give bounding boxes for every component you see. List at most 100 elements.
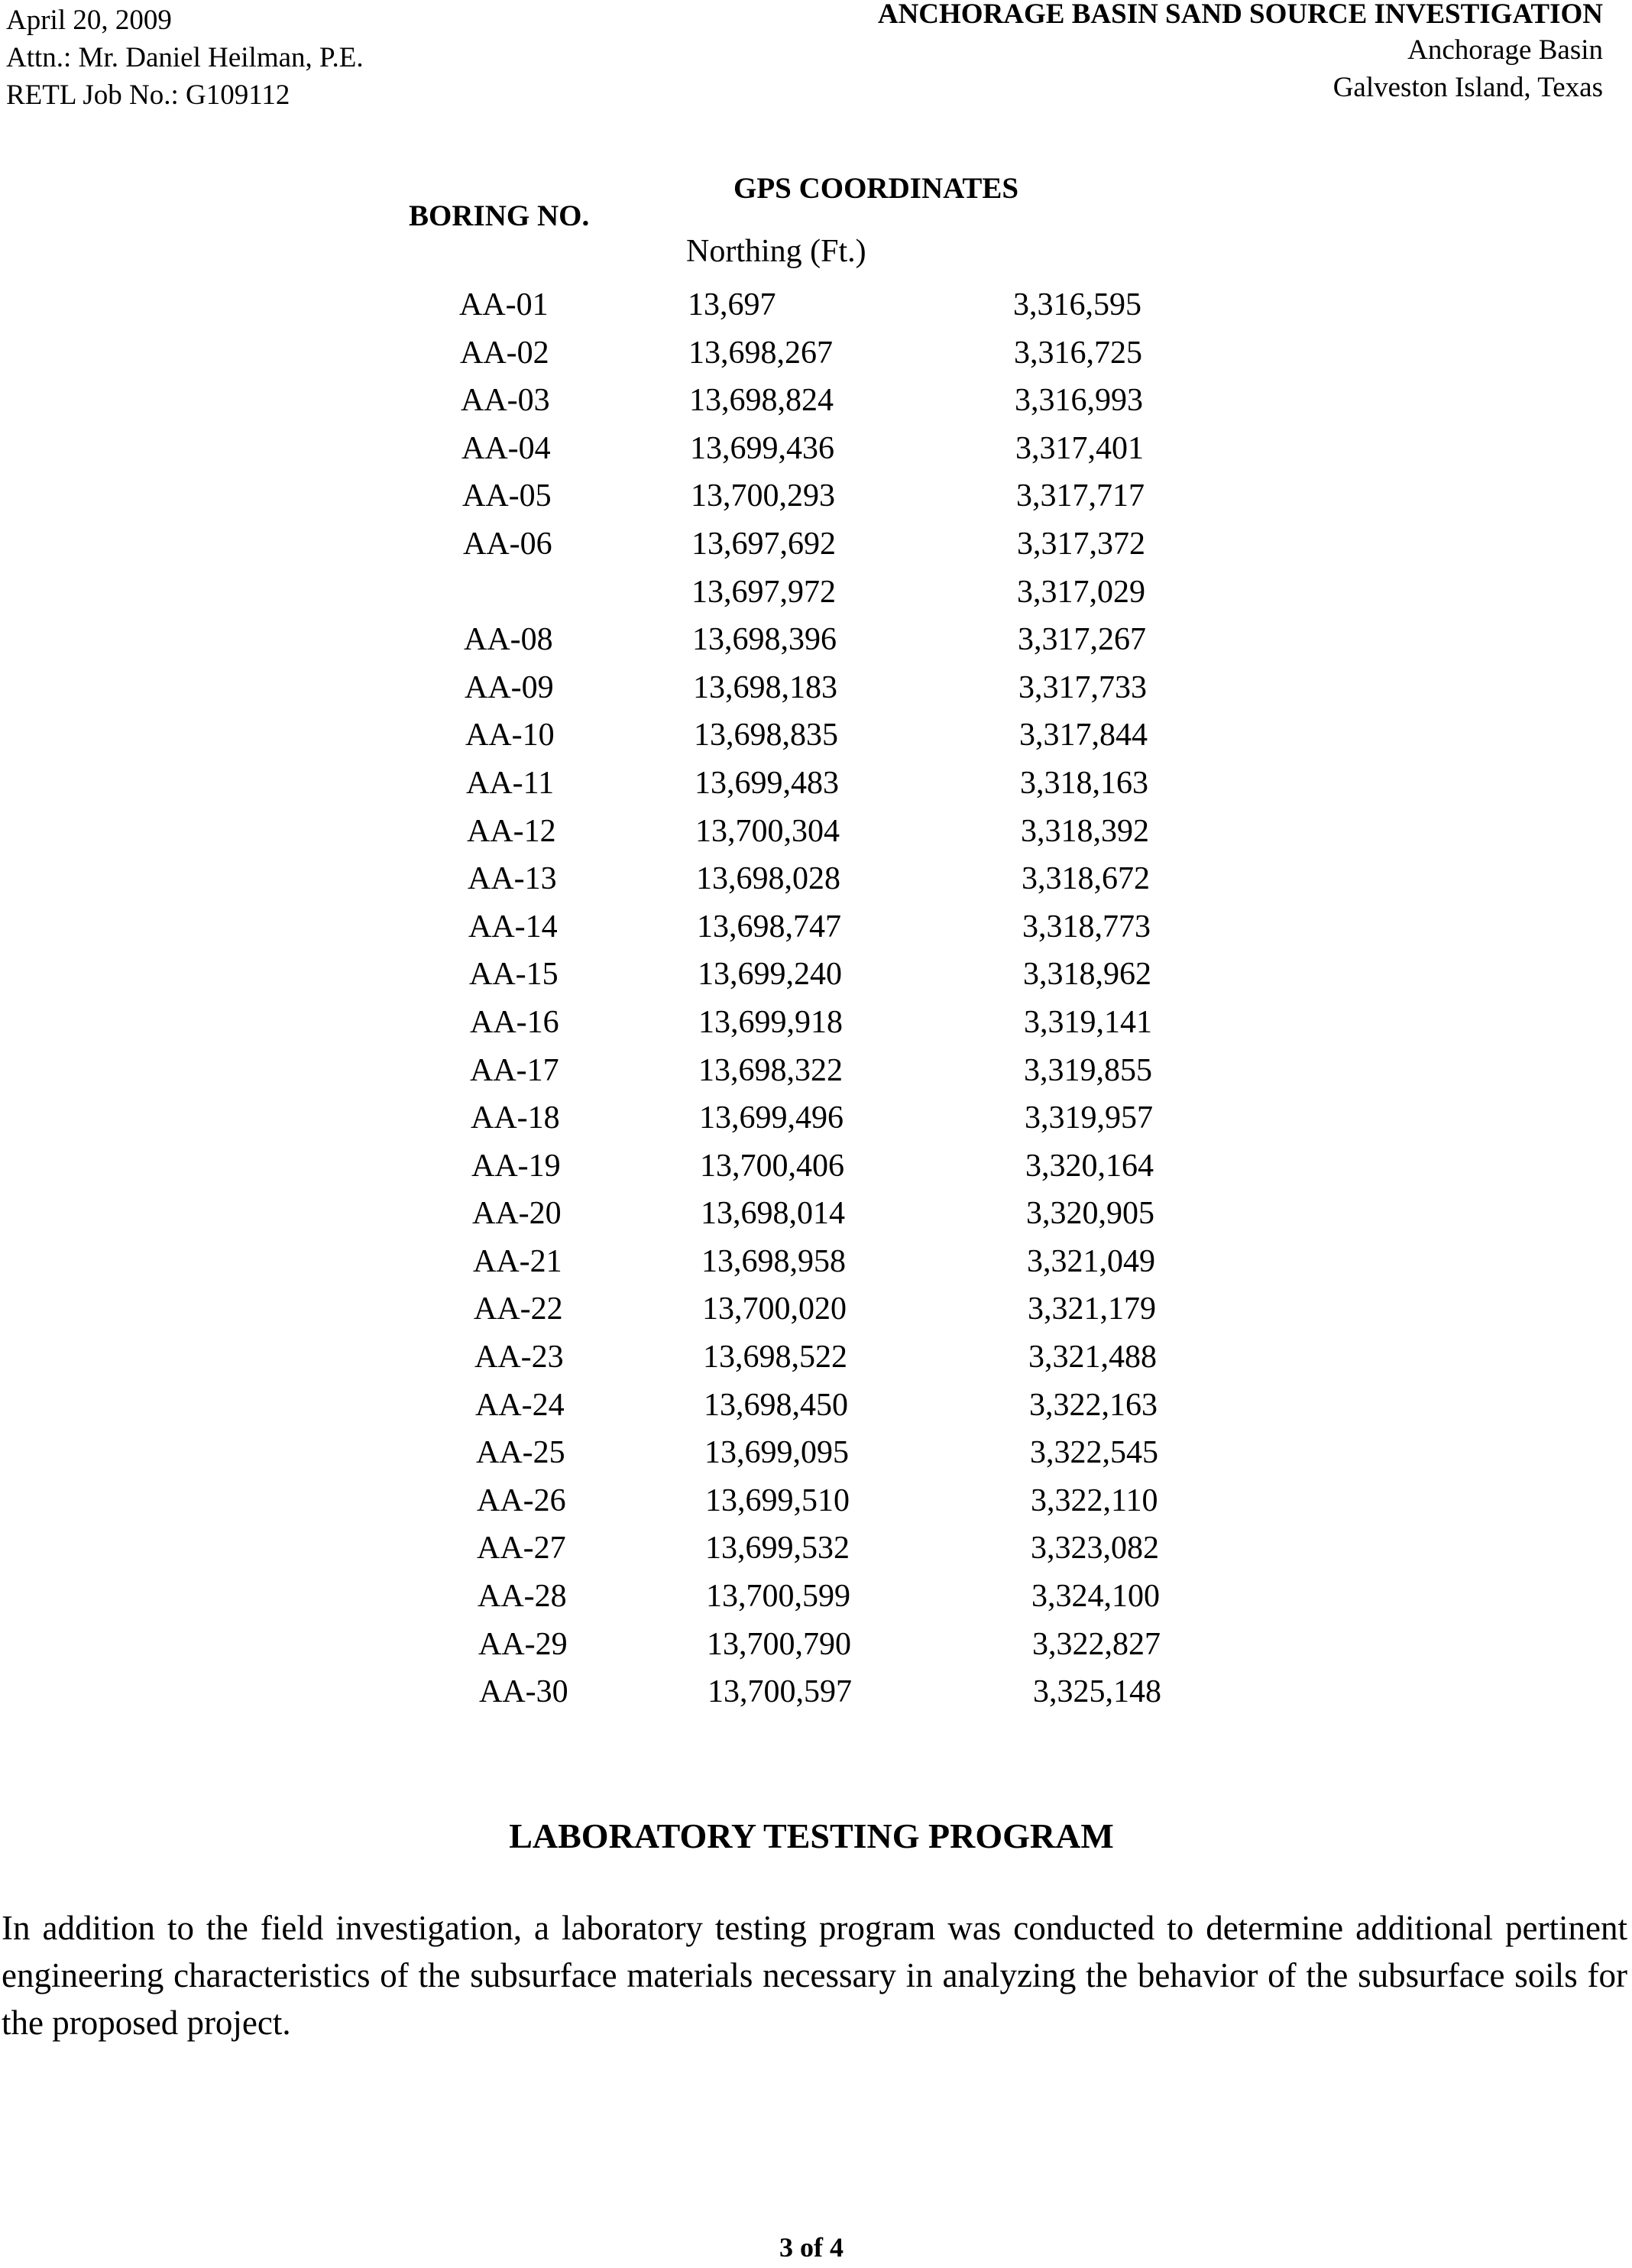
northing-cell: 13,697,972 bbox=[691, 574, 836, 610]
table-row: AA-14 13,698,747 3,318,773 bbox=[0, 903, 1632, 951]
easting-cell: 3,321,488 bbox=[1028, 1340, 1157, 1375]
table-row: AA-12 13,700,304 3,318,392 bbox=[0, 808, 1632, 856]
easting-cell: 3,322,545 bbox=[1030, 1435, 1158, 1471]
table-row: AA-05 13,700,293 3,317,717 bbox=[0, 472, 1632, 520]
easting-cell: 3,318,672 bbox=[1022, 861, 1150, 897]
boring-no-cell: AA-17 bbox=[470, 1052, 559, 1088]
header-city: Galveston Island, Texas bbox=[1332, 72, 1603, 103]
northing-cell: 13,698,396 bbox=[692, 622, 837, 658]
easting-cell: 3,316,993 bbox=[1015, 383, 1143, 419]
northing-cell: 13,698,183 bbox=[693, 669, 837, 705]
northing-cell: 13,699,496 bbox=[699, 1100, 844, 1136]
northing-cell: 13,700,790 bbox=[707, 1626, 851, 1662]
easting-cell: 3,324,100 bbox=[1031, 1579, 1160, 1615]
table-row: AA-25 13,699,095 3,322,545 bbox=[0, 1429, 1632, 1477]
table-row: AA-30 13,700,597 3,325,148 bbox=[0, 1668, 1632, 1716]
table-row: AA-20 13,698,014 3,320,905 bbox=[0, 1190, 1632, 1238]
northing-cell: 13,697,692 bbox=[691, 526, 836, 562]
northing-cell: 13,700,599 bbox=[706, 1579, 850, 1615]
boring-no-cell: AA-26 bbox=[477, 1482, 566, 1518]
easting-cell: 3,319,957 bbox=[1025, 1100, 1153, 1136]
table-row: 13,697,972 3,317,029 bbox=[0, 569, 1632, 617]
boring-no-cell: AA-29 bbox=[478, 1626, 568, 1662]
easting-cell: 3,323,082 bbox=[1031, 1531, 1159, 1567]
boring-no-cell: AA-18 bbox=[471, 1100, 560, 1136]
northing-header: Northing (Ft.) bbox=[686, 234, 866, 269]
table-row: AA-10 13,698,835 3,317,844 bbox=[0, 711, 1632, 760]
northing-cell: 13,700,293 bbox=[691, 478, 835, 514]
northing-cell: 13,700,597 bbox=[708, 1674, 852, 1710]
northing-cell: 13,697 bbox=[688, 287, 776, 322]
northing-cell: 13,699,918 bbox=[698, 1004, 843, 1040]
boring-no-cell: AA-27 bbox=[477, 1531, 566, 1567]
northing-cell: 13,698,267 bbox=[688, 335, 833, 371]
northing-cell: 13,700,406 bbox=[700, 1148, 844, 1184]
boring-no-cell: AA-09 bbox=[465, 669, 554, 705]
boring-no-cell: AA-04 bbox=[461, 430, 551, 466]
table-row: AA-06 13,697,692 3,317,372 bbox=[0, 520, 1632, 569]
northing-cell: 13,699,510 bbox=[705, 1482, 850, 1518]
northing-cell: 13,698,824 bbox=[689, 383, 834, 419]
easting-cell: 3,320,164 bbox=[1025, 1148, 1154, 1184]
northing-cell: 13,700,020 bbox=[702, 1291, 847, 1327]
header-location: Anchorage Basin bbox=[1407, 34, 1603, 66]
easting-cell: 3,319,141 bbox=[1024, 1004, 1152, 1040]
northing-cell: 13,699,436 bbox=[690, 430, 834, 466]
easting-cell: 3,318,392 bbox=[1021, 813, 1149, 849]
table-row: AA-16 13,699,918 3,319,141 bbox=[0, 999, 1632, 1047]
northing-cell: 13,699,532 bbox=[705, 1531, 850, 1567]
northing-cell: 13,698,322 bbox=[698, 1052, 843, 1088]
table-row: AA-26 13,699,510 3,322,110 bbox=[0, 1477, 1632, 1525]
table-row: AA-27 13,699,532 3,323,082 bbox=[0, 1524, 1632, 1573]
boring-no-cell: AA-22 bbox=[474, 1291, 563, 1327]
table-row: AA-19 13,700,406 3,320,164 bbox=[0, 1142, 1632, 1191]
easting-cell: 3,317,029 bbox=[1017, 574, 1145, 610]
boring-no-cell: AA-20 bbox=[472, 1196, 562, 1232]
easting-cell: 3,322,110 bbox=[1031, 1482, 1158, 1518]
boring-no-cell: AA-15 bbox=[469, 957, 559, 993]
boring-no-cell: AA-02 bbox=[460, 335, 549, 371]
boring-no-cell: AA-11 bbox=[466, 765, 555, 801]
boring-no-cell: AA-19 bbox=[471, 1148, 561, 1184]
boring-no-cell: AA-05 bbox=[462, 478, 552, 514]
coordinates-table: AA-01 13,697 3,316,595 AA-02 13,698,267 3,316… bbox=[0, 281, 1632, 1716]
table-row: AA-11 13,699,483 3,318,163 bbox=[0, 760, 1632, 808]
table-row: AA-01 13,697 3,316,595 bbox=[0, 281, 1632, 329]
northing-cell: 13,698,014 bbox=[701, 1196, 845, 1232]
northing-cell: 13,698,958 bbox=[701, 1243, 846, 1279]
northing-cell: 13,698,450 bbox=[704, 1387, 848, 1423]
northing-cell: 13,699,095 bbox=[704, 1435, 849, 1471]
boring-no-cell: AA-23 bbox=[474, 1340, 564, 1375]
boring-no-cell: AA-06 bbox=[463, 526, 552, 562]
header-title: ANCHORAGE BASIN SAND SOURCE INVESTIGATIO… bbox=[877, 0, 1603, 30]
easting-cell: 3,317,733 bbox=[1018, 669, 1147, 705]
northing-cell: 13,698,835 bbox=[694, 718, 838, 753]
easting-cell: 3,322,163 bbox=[1029, 1387, 1158, 1423]
easting-cell: 3,321,179 bbox=[1028, 1291, 1156, 1327]
boring-no-cell: AA-21 bbox=[473, 1243, 562, 1279]
table-row: AA-04 13,699,436 3,317,401 bbox=[0, 425, 1632, 473]
boring-no-cell: AA-10 bbox=[465, 718, 555, 753]
table-row: AA-15 13,699,240 3,318,962 bbox=[0, 951, 1632, 999]
table-row: AA-08 13,698,396 3,317,267 bbox=[0, 616, 1632, 664]
table-row: AA-23 13,698,522 3,321,488 bbox=[0, 1333, 1632, 1382]
boring-no-cell: AA-08 bbox=[464, 622, 553, 658]
boring-no-cell: AA-28 bbox=[478, 1579, 567, 1615]
easting-cell: 3,318,773 bbox=[1022, 909, 1151, 944]
boring-no-cell: AA-24 bbox=[475, 1387, 565, 1423]
header-date: April 20, 2009 bbox=[6, 5, 172, 36]
table-row: AA-03 13,698,824 3,316,993 bbox=[0, 377, 1632, 425]
gps-coordinates-header: GPS COORDINATES bbox=[733, 172, 1019, 205]
section-paragraph: In addition to the field investigation, … bbox=[2, 1909, 1627, 2042]
easting-cell: 3,316,725 bbox=[1014, 335, 1142, 371]
table-row: AA-09 13,698,183 3,317,733 bbox=[0, 664, 1632, 712]
table-row: AA-28 13,700,599 3,324,100 bbox=[0, 1573, 1632, 1621]
easting-cell: 3,317,267 bbox=[1018, 622, 1146, 658]
easting-cell: 3,319,855 bbox=[1024, 1052, 1152, 1088]
header-job-no: RETL Job No.: G109112 bbox=[6, 79, 290, 111]
easting-cell: 3,318,163 bbox=[1020, 765, 1148, 801]
boring-no-cell: AA-16 bbox=[470, 1004, 559, 1040]
northing-cell: 13,700,304 bbox=[695, 813, 840, 849]
table-row: AA-22 13,700,020 3,321,179 bbox=[0, 1285, 1632, 1333]
table-row: AA-24 13,698,450 3,322,163 bbox=[0, 1382, 1632, 1430]
